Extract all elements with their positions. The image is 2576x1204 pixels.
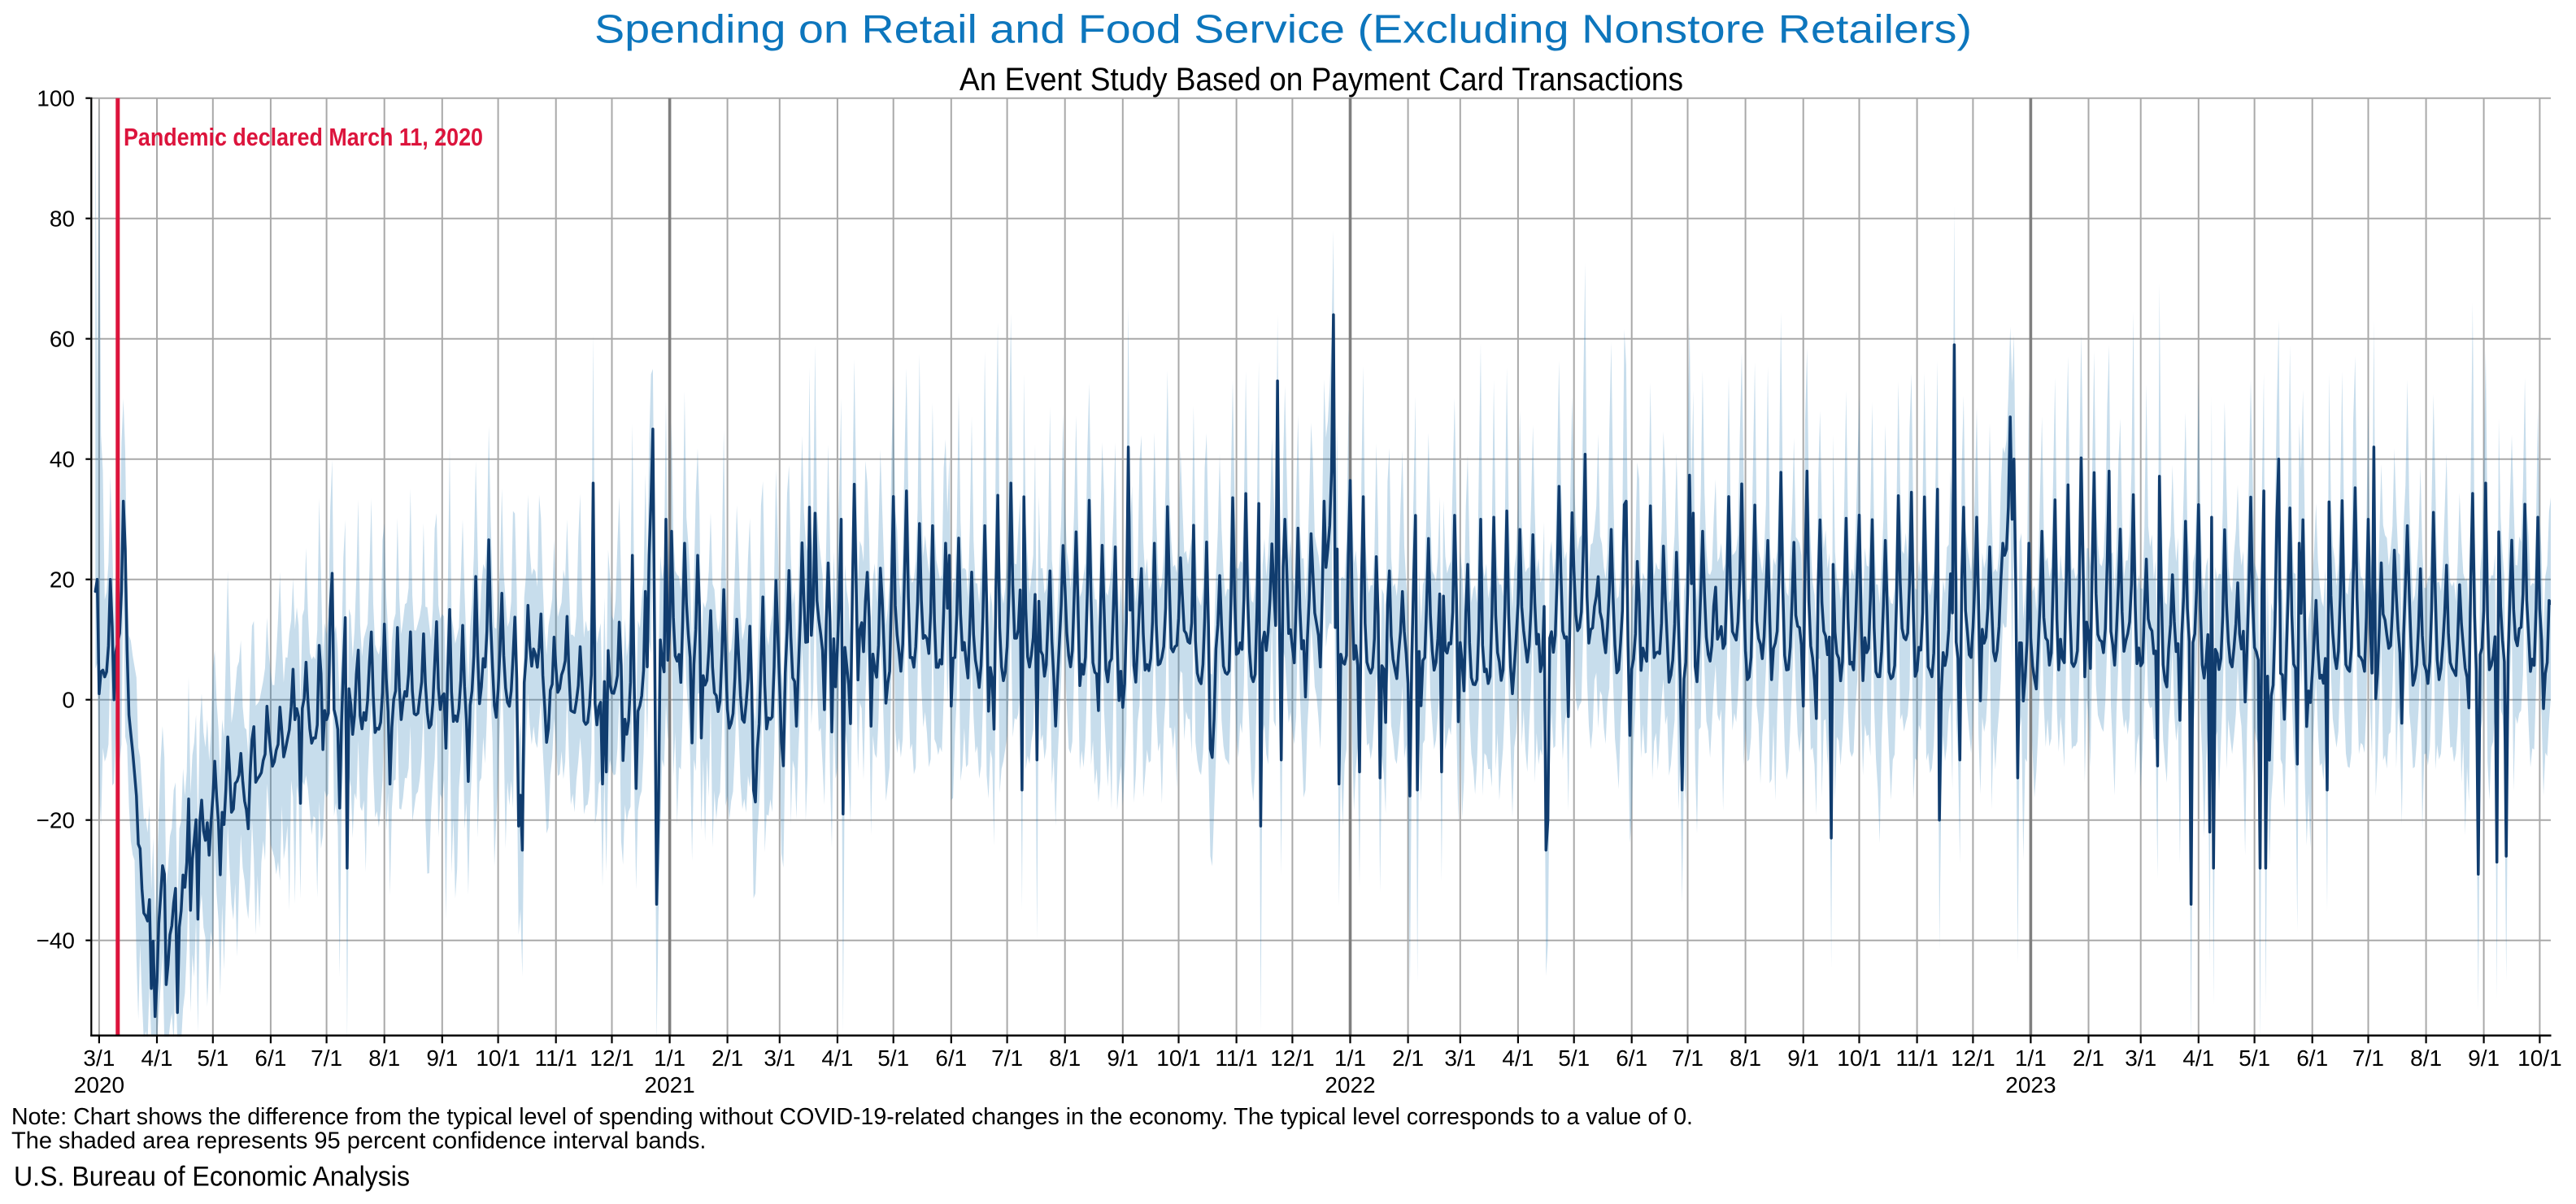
svg-text:60: 60	[50, 327, 75, 352]
svg-text:Note: Chart shows the differen: Note: Chart shows the difference from th…	[11, 1104, 1693, 1130]
svg-text:2023: 2023	[2005, 1072, 2056, 1098]
svg-text:80: 80	[50, 206, 75, 232]
svg-text:2/1: 2/1	[2073, 1045, 2104, 1071]
svg-text:8/1: 8/1	[2410, 1045, 2442, 1071]
svg-text:10/1: 10/1	[1837, 1045, 1882, 1071]
svg-text:20: 20	[50, 567, 75, 593]
svg-text:8/1: 8/1	[1049, 1045, 1081, 1071]
svg-text:5/1: 5/1	[197, 1045, 228, 1071]
svg-text:12/1: 12/1	[590, 1045, 634, 1071]
svg-text:7/1: 7/1	[991, 1045, 1023, 1071]
svg-text:The shaded area represents 95: The shaded area represents 95 percent co…	[11, 1128, 706, 1154]
svg-text:10/1: 10/1	[2517, 1045, 2562, 1071]
svg-text:2/1: 2/1	[1392, 1045, 1424, 1071]
svg-text:7/1: 7/1	[311, 1045, 342, 1071]
svg-text:U.S. Bureau of Economic Analys: U.S. Bureau of Economic Analysis	[14, 1162, 410, 1193]
svg-text:12/1: 12/1	[1270, 1045, 1315, 1071]
svg-text:3/1: 3/1	[2125, 1045, 2156, 1071]
svg-text:0: 0	[62, 688, 75, 713]
svg-text:−20: −20	[37, 808, 76, 833]
svg-text:5/1: 5/1	[877, 1045, 909, 1071]
svg-text:4/1: 4/1	[141, 1045, 173, 1071]
svg-text:2/1: 2/1	[711, 1045, 743, 1071]
svg-text:11/1: 11/1	[534, 1045, 577, 1071]
svg-text:8/1: 8/1	[368, 1045, 400, 1071]
svg-text:1/1: 1/1	[654, 1045, 685, 1071]
svg-text:4/1: 4/1	[821, 1045, 853, 1071]
svg-text:10/1: 10/1	[476, 1045, 520, 1071]
svg-text:4/1: 4/1	[2182, 1045, 2214, 1071]
svg-text:9/1: 9/1	[1107, 1045, 1138, 1071]
svg-text:2020: 2020	[74, 1072, 124, 1098]
svg-text:6/1: 6/1	[255, 1045, 286, 1071]
svg-text:1/1: 1/1	[1334, 1045, 1366, 1071]
svg-text:2022: 2022	[1325, 1072, 1375, 1098]
svg-text:5/1: 5/1	[2239, 1045, 2270, 1071]
svg-text:An Event Study Based on Paymen: An Event Study Based on Payment Card Tra…	[959, 62, 1683, 98]
svg-text:9/1: 9/1	[426, 1045, 458, 1071]
svg-text:−40: −40	[37, 928, 76, 954]
svg-text:100: 100	[37, 86, 75, 111]
svg-text:2021: 2021	[644, 1072, 694, 1098]
svg-text:4/1: 4/1	[1502, 1045, 1534, 1071]
svg-text:6/1: 6/1	[2296, 1045, 2328, 1071]
svg-text:11/1: 11/1	[1215, 1045, 1257, 1071]
svg-text:3/1: 3/1	[83, 1045, 115, 1071]
svg-text:9/1: 9/1	[1787, 1045, 1819, 1071]
svg-text:1/1: 1/1	[2015, 1045, 2047, 1071]
svg-text:7/1: 7/1	[2352, 1045, 2384, 1071]
svg-text:Pandemic declared March 11, 20: Pandemic declared March 11, 2020	[124, 123, 483, 151]
svg-text:3/1: 3/1	[764, 1045, 795, 1071]
svg-text:5/1: 5/1	[1558, 1045, 1590, 1071]
svg-text:Spending on Retail and Food Se: Spending on Retail and Food Service (Exc…	[594, 8, 1972, 52]
svg-text:8/1: 8/1	[1730, 1045, 1761, 1071]
svg-text:7/1: 7/1	[1672, 1045, 1704, 1071]
svg-text:11/1: 11/1	[1895, 1045, 1938, 1071]
svg-text:12/1: 12/1	[1951, 1045, 1995, 1071]
svg-text:6/1: 6/1	[1616, 1045, 1647, 1071]
svg-text:40: 40	[50, 447, 75, 472]
svg-text:6/1: 6/1	[935, 1045, 967, 1071]
svg-text:9/1: 9/1	[2468, 1045, 2500, 1071]
svg-text:3/1: 3/1	[1444, 1045, 1476, 1071]
svg-text:10/1: 10/1	[1156, 1045, 1201, 1071]
